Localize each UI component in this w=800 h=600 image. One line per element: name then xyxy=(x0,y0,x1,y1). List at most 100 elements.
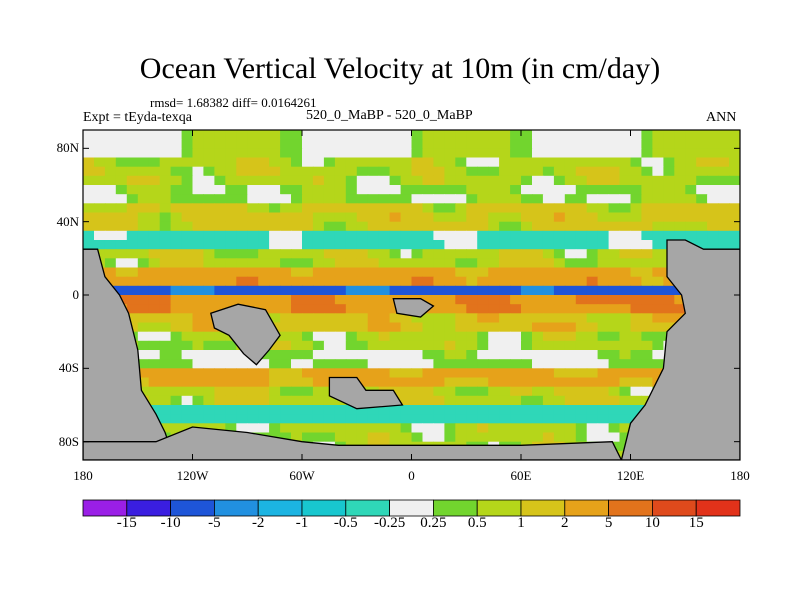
field-cell xyxy=(280,276,292,287)
field-cell xyxy=(236,194,248,204)
field-cell xyxy=(510,432,522,443)
field-cell xyxy=(488,350,500,360)
field-cell xyxy=(378,295,391,305)
field-cell xyxy=(422,313,434,324)
field-cell xyxy=(564,139,577,149)
field-cell xyxy=(236,414,248,424)
field-cell xyxy=(225,175,237,186)
field-cell xyxy=(630,148,642,159)
field-cell xyxy=(718,166,730,177)
field-cell xyxy=(641,295,653,305)
field-cell xyxy=(181,130,194,140)
field-cell xyxy=(488,368,500,379)
field-cell xyxy=(411,276,423,287)
field-cell xyxy=(367,267,380,278)
field-cell xyxy=(477,267,489,278)
field-cell xyxy=(247,212,259,223)
field-cell xyxy=(345,267,358,278)
field-cell xyxy=(334,175,347,186)
field-cell xyxy=(696,194,708,204)
field-cell xyxy=(126,249,139,259)
field-cell xyxy=(433,285,445,296)
field-cell xyxy=(575,175,588,186)
field-cell xyxy=(532,249,544,259)
field-cell xyxy=(181,304,194,314)
field-cell xyxy=(586,405,599,415)
field-cell xyxy=(718,212,730,223)
field-cell xyxy=(312,194,325,204)
field-cell xyxy=(203,230,215,241)
colorbar-swatch xyxy=(564,499,609,517)
field-cell xyxy=(247,166,259,177)
field-cell xyxy=(455,295,467,305)
field-cell xyxy=(444,212,456,223)
field-cell xyxy=(389,139,402,149)
field-cell xyxy=(280,185,292,195)
field-cell xyxy=(444,395,456,406)
field-cell xyxy=(575,304,588,314)
field-cell xyxy=(323,285,336,296)
field-cell xyxy=(542,194,555,204)
field-cell xyxy=(729,148,740,159)
field-cell xyxy=(400,414,413,424)
field-cell xyxy=(729,166,740,177)
field-cell xyxy=(553,240,566,250)
field-cell xyxy=(652,258,664,269)
field-cell xyxy=(367,313,380,324)
field-cell xyxy=(225,194,237,204)
field-cell xyxy=(148,267,161,278)
field-cell xyxy=(192,203,204,214)
field-cell xyxy=(148,185,161,195)
field-cell xyxy=(280,157,292,168)
field-cell xyxy=(345,359,358,369)
field-cell xyxy=(159,276,172,287)
field-cell xyxy=(280,350,292,360)
field-cell xyxy=(641,267,653,278)
field-cell xyxy=(652,285,664,296)
field-cell xyxy=(181,295,194,305)
field-cell xyxy=(236,175,248,186)
field-cell xyxy=(466,194,478,204)
field-cell xyxy=(247,258,259,269)
field-cell xyxy=(455,386,467,397)
field-cell xyxy=(258,405,270,415)
field-cell xyxy=(564,249,577,259)
field-cell xyxy=(466,331,478,342)
colorbar-swatch xyxy=(213,499,259,517)
field-cell xyxy=(236,212,248,223)
field-cell xyxy=(542,148,555,159)
field-cell xyxy=(433,148,445,159)
field-cell xyxy=(389,194,402,204)
field-cell xyxy=(499,175,511,186)
field-cell xyxy=(280,221,292,232)
field-cell xyxy=(400,130,413,140)
field-cell xyxy=(170,340,183,351)
field-cell xyxy=(466,295,478,305)
field-cell xyxy=(334,230,347,241)
colorbar-swatch xyxy=(345,499,390,517)
field-cell xyxy=(575,295,588,305)
field-cell xyxy=(367,423,380,434)
field-cell xyxy=(323,331,336,342)
field-cell xyxy=(696,185,708,195)
field-cell xyxy=(170,175,183,186)
field-cell xyxy=(291,322,303,333)
field-cell xyxy=(542,276,555,287)
field-cell xyxy=(203,313,215,324)
field-cell xyxy=(444,340,456,351)
field-cell xyxy=(619,203,631,214)
field-cell xyxy=(652,276,664,287)
field-cell xyxy=(389,313,402,324)
field-cell xyxy=(652,148,664,159)
field-cell xyxy=(115,130,128,140)
field-cell xyxy=(192,267,204,278)
field-cell xyxy=(542,377,555,388)
field-cell xyxy=(422,276,434,287)
field-cell xyxy=(126,267,139,278)
field-cell xyxy=(280,194,292,204)
field-cell xyxy=(137,322,150,333)
field-cell xyxy=(663,285,675,296)
field-cell xyxy=(159,386,172,397)
field-cell xyxy=(181,386,194,397)
field-cell xyxy=(422,368,434,379)
